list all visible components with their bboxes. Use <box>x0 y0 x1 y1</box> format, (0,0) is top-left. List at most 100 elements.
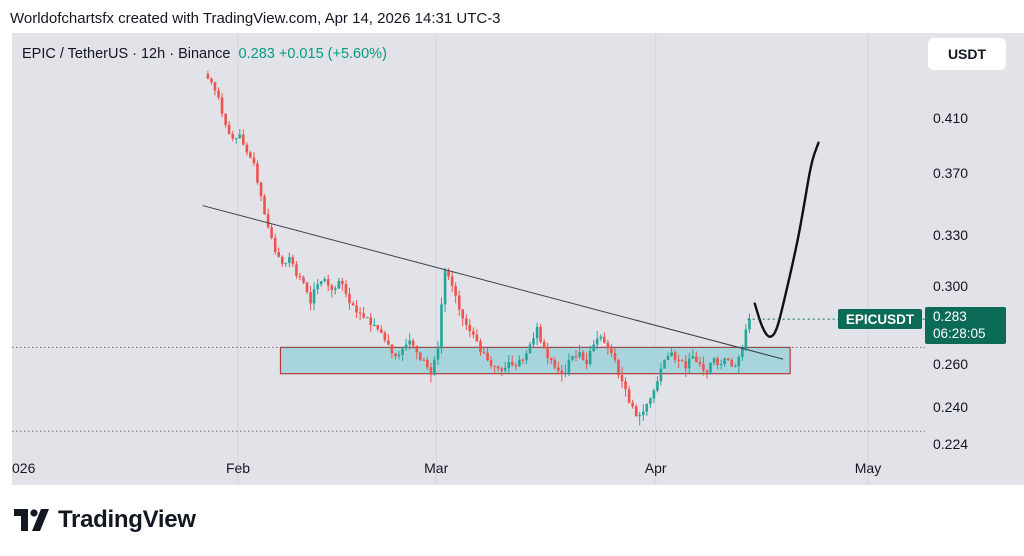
candle-body <box>475 334 479 342</box>
candle-body <box>404 344 408 349</box>
price-chart[interactable] <box>12 33 925 485</box>
candle-body <box>712 358 716 363</box>
candle-body <box>691 356 695 359</box>
candle-body <box>465 318 468 325</box>
candle-body <box>411 340 415 346</box>
candle-body <box>337 280 341 289</box>
candle-body <box>408 340 411 345</box>
candle-body <box>426 360 429 368</box>
candle-body <box>709 362 712 373</box>
candle-body <box>638 415 641 417</box>
candle-body <box>259 182 263 197</box>
currency-button[interactable]: USDT <box>928 38 1006 70</box>
price-tag-countdown: 06:28:05 <box>933 326 986 341</box>
candle-body <box>249 152 252 158</box>
candle-body <box>493 365 496 367</box>
candle-body <box>443 270 447 305</box>
candle-body <box>348 293 351 304</box>
candle-body <box>394 353 397 357</box>
candle-body <box>330 285 334 290</box>
candle-body <box>641 411 645 416</box>
candle-body <box>741 348 744 357</box>
candle-body <box>334 288 337 290</box>
candle-body <box>263 196 266 215</box>
candle-body <box>496 366 500 369</box>
candle-body <box>245 144 249 153</box>
candle-body <box>730 360 734 367</box>
price-tick-label: 0.330 <box>933 227 969 243</box>
candle-body <box>617 360 620 376</box>
candle-body <box>376 325 380 330</box>
candle-body <box>525 353 528 361</box>
candle-body <box>585 359 588 364</box>
candle-body <box>567 359 571 373</box>
candle-body <box>514 365 518 367</box>
candle-body <box>553 360 557 368</box>
candle-body <box>472 331 475 335</box>
price-axis[interactable] <box>925 33 1024 485</box>
time-tick-label: Feb <box>225 460 251 476</box>
candle-body <box>645 403 649 412</box>
candle-body <box>532 338 535 345</box>
candle-body <box>326 279 330 286</box>
candle-body <box>680 360 684 362</box>
candle-body <box>716 358 719 365</box>
candle-body <box>387 340 390 345</box>
candle-body <box>266 214 270 228</box>
candle-body <box>560 370 564 374</box>
candle-body <box>571 356 574 360</box>
candle-body <box>295 264 298 276</box>
candle-body <box>468 325 472 332</box>
candle-body <box>224 113 227 125</box>
candle-body <box>748 319 751 330</box>
candle-body <box>698 361 702 364</box>
candle-body <box>663 360 666 369</box>
candle-body <box>273 237 277 252</box>
candle-body <box>291 257 295 265</box>
time-tick-label: 026 <box>12 460 36 476</box>
candle-body <box>305 282 309 293</box>
symbol-info: EPIC / TetherUS · 12h · Binance <box>22 46 231 62</box>
candle-body <box>500 368 504 371</box>
candle-body <box>447 270 450 277</box>
candle-body <box>312 289 316 304</box>
chart-pane[interactable] <box>12 33 925 485</box>
price-tick-label: 0.410 <box>933 110 969 126</box>
candle-body <box>461 309 465 319</box>
candle-body <box>433 359 436 375</box>
candle-body <box>309 292 312 304</box>
candle-body <box>351 303 355 306</box>
candle-body <box>358 312 362 314</box>
candle-body <box>549 357 553 361</box>
candle-body <box>507 362 511 369</box>
time-tick-label: Apr <box>644 460 667 476</box>
candle-body <box>486 352 489 361</box>
candle-body <box>210 78 213 83</box>
symbol-price-tag: EPICUSDT <box>838 309 922 329</box>
price-tick-label: 0.224 <box>933 436 969 452</box>
candle-body <box>659 368 663 382</box>
candle-body <box>401 348 404 355</box>
candle-body <box>723 358 726 364</box>
candle-body <box>734 366 737 368</box>
candle-body <box>397 354 401 357</box>
candle-body <box>581 352 585 360</box>
candle-body <box>227 124 231 134</box>
candle-body <box>316 284 319 290</box>
price-tick-label: 0.300 <box>933 278 969 294</box>
candle-body <box>602 336 606 343</box>
price-tick-label: 0.370 <box>933 165 969 181</box>
candle-body <box>390 344 394 354</box>
candle-body <box>588 351 592 364</box>
candle-body <box>599 336 603 339</box>
candle-body <box>454 286 457 296</box>
candle-body <box>649 398 652 404</box>
candle-body <box>369 317 372 326</box>
candle-body <box>217 90 220 98</box>
candle-body <box>383 332 387 341</box>
candle-body <box>656 381 659 391</box>
candle-body <box>592 344 596 352</box>
candle-body <box>362 313 365 318</box>
tradingview-brand[interactable]: TradingView <box>14 506 196 534</box>
tradingview-logo-icon <box>14 509 49 531</box>
